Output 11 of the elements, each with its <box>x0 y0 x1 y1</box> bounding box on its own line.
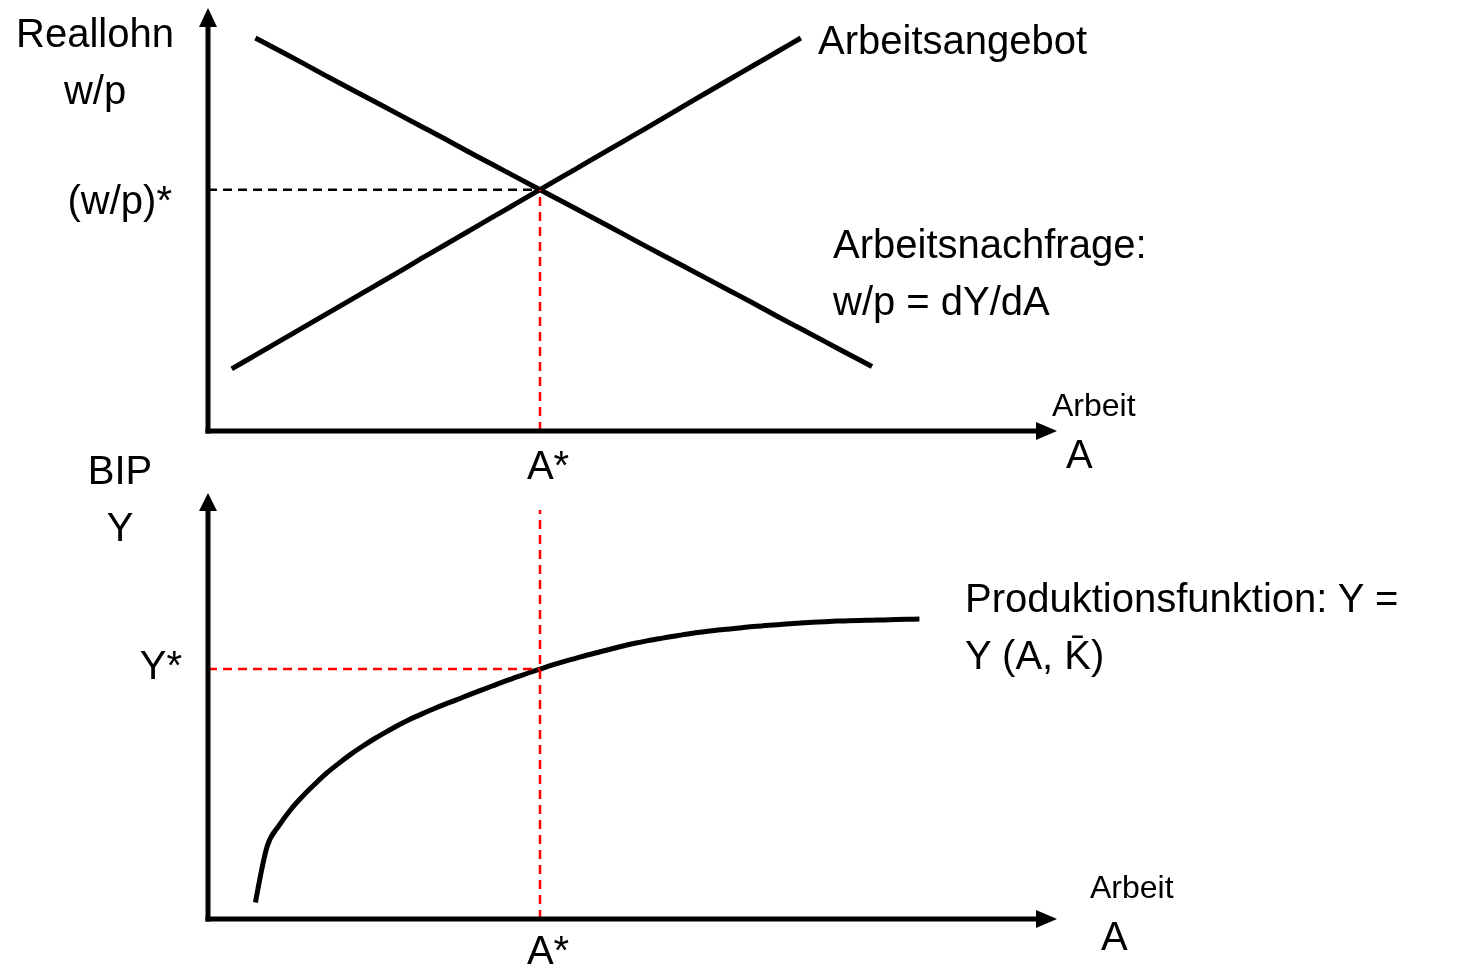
series-label: Arbeitsangebot <box>818 17 1089 64</box>
series-label: Produktionsfunktion: Y = Y (A, K̄) <box>965 575 1400 679</box>
x-axis-title: Arbeit A <box>1090 868 1174 960</box>
text: Y* <box>138 642 182 689</box>
text: A* <box>525 442 571 489</box>
text: A* <box>525 928 571 970</box>
series-label: Arbeitsnachfrage: w/p = dY/dA <box>833 221 1148 325</box>
text: (w/p)* <box>66 177 172 224</box>
y-axis-title: BIP Y <box>86 447 154 551</box>
x-axis-title: Arbeit A <box>1052 386 1136 478</box>
y-axis-title: Reallohn w/p <box>15 10 175 114</box>
